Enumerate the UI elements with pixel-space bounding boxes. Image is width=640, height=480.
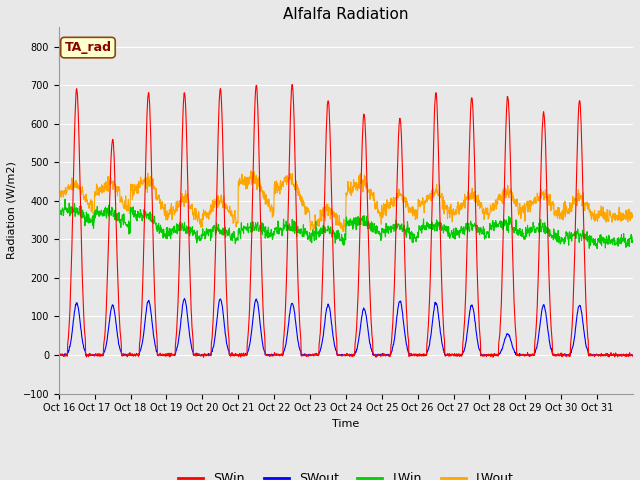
LWout	[332, 211, 339, 216]
Y-axis label: Radiation (W/m2): Radiation (W/m2)	[7, 161, 17, 259]
LWout	[566, 206, 574, 212]
LWin	[55, 208, 63, 214]
SWin	[289, 82, 296, 87]
LWin	[593, 246, 601, 252]
LWin	[566, 235, 573, 241]
LWin	[332, 240, 339, 246]
SWout	[566, 352, 574, 358]
LWout	[145, 175, 152, 180]
SWin	[145, 90, 152, 96]
Title: Alfalfa Radiation: Alfalfa Radiation	[283, 7, 408, 22]
SWout	[180, 296, 188, 301]
LWin	[482, 234, 490, 240]
LWin	[145, 216, 153, 222]
X-axis label: Time: Time	[332, 419, 360, 429]
LWin	[61, 196, 69, 202]
Line: SWout: SWout	[59, 299, 633, 355]
LWin	[623, 240, 630, 246]
Line: LWin: LWin	[59, 199, 633, 249]
SWin	[629, 354, 637, 360]
LWout	[623, 216, 630, 222]
LWin	[629, 234, 637, 240]
Legend: SWin, SWout, LWin, LWout: SWin, SWout, LWin, LWout	[173, 467, 518, 480]
LWout	[629, 211, 637, 216]
Line: LWout: LWout	[59, 171, 633, 232]
SWin	[332, 317, 339, 323]
SWout	[482, 352, 490, 358]
SWout	[629, 352, 637, 358]
SWout	[332, 347, 339, 353]
SWout	[623, 352, 630, 358]
SWout	[55, 352, 63, 358]
SWin	[55, 352, 63, 358]
LWout	[309, 229, 317, 235]
LWout	[482, 209, 490, 215]
SWin	[482, 352, 490, 358]
LWout	[55, 190, 63, 196]
SWout	[56, 352, 64, 358]
LWout	[321, 204, 328, 209]
Line: SWin: SWin	[59, 84, 633, 357]
LWout	[247, 168, 255, 174]
SWin	[321, 204, 328, 209]
SWout	[145, 298, 153, 303]
Text: TA_rad: TA_rad	[65, 41, 111, 54]
SWin	[372, 354, 380, 360]
SWout	[321, 321, 328, 326]
LWin	[321, 228, 328, 233]
SWin	[623, 351, 630, 357]
SWin	[566, 352, 574, 358]
